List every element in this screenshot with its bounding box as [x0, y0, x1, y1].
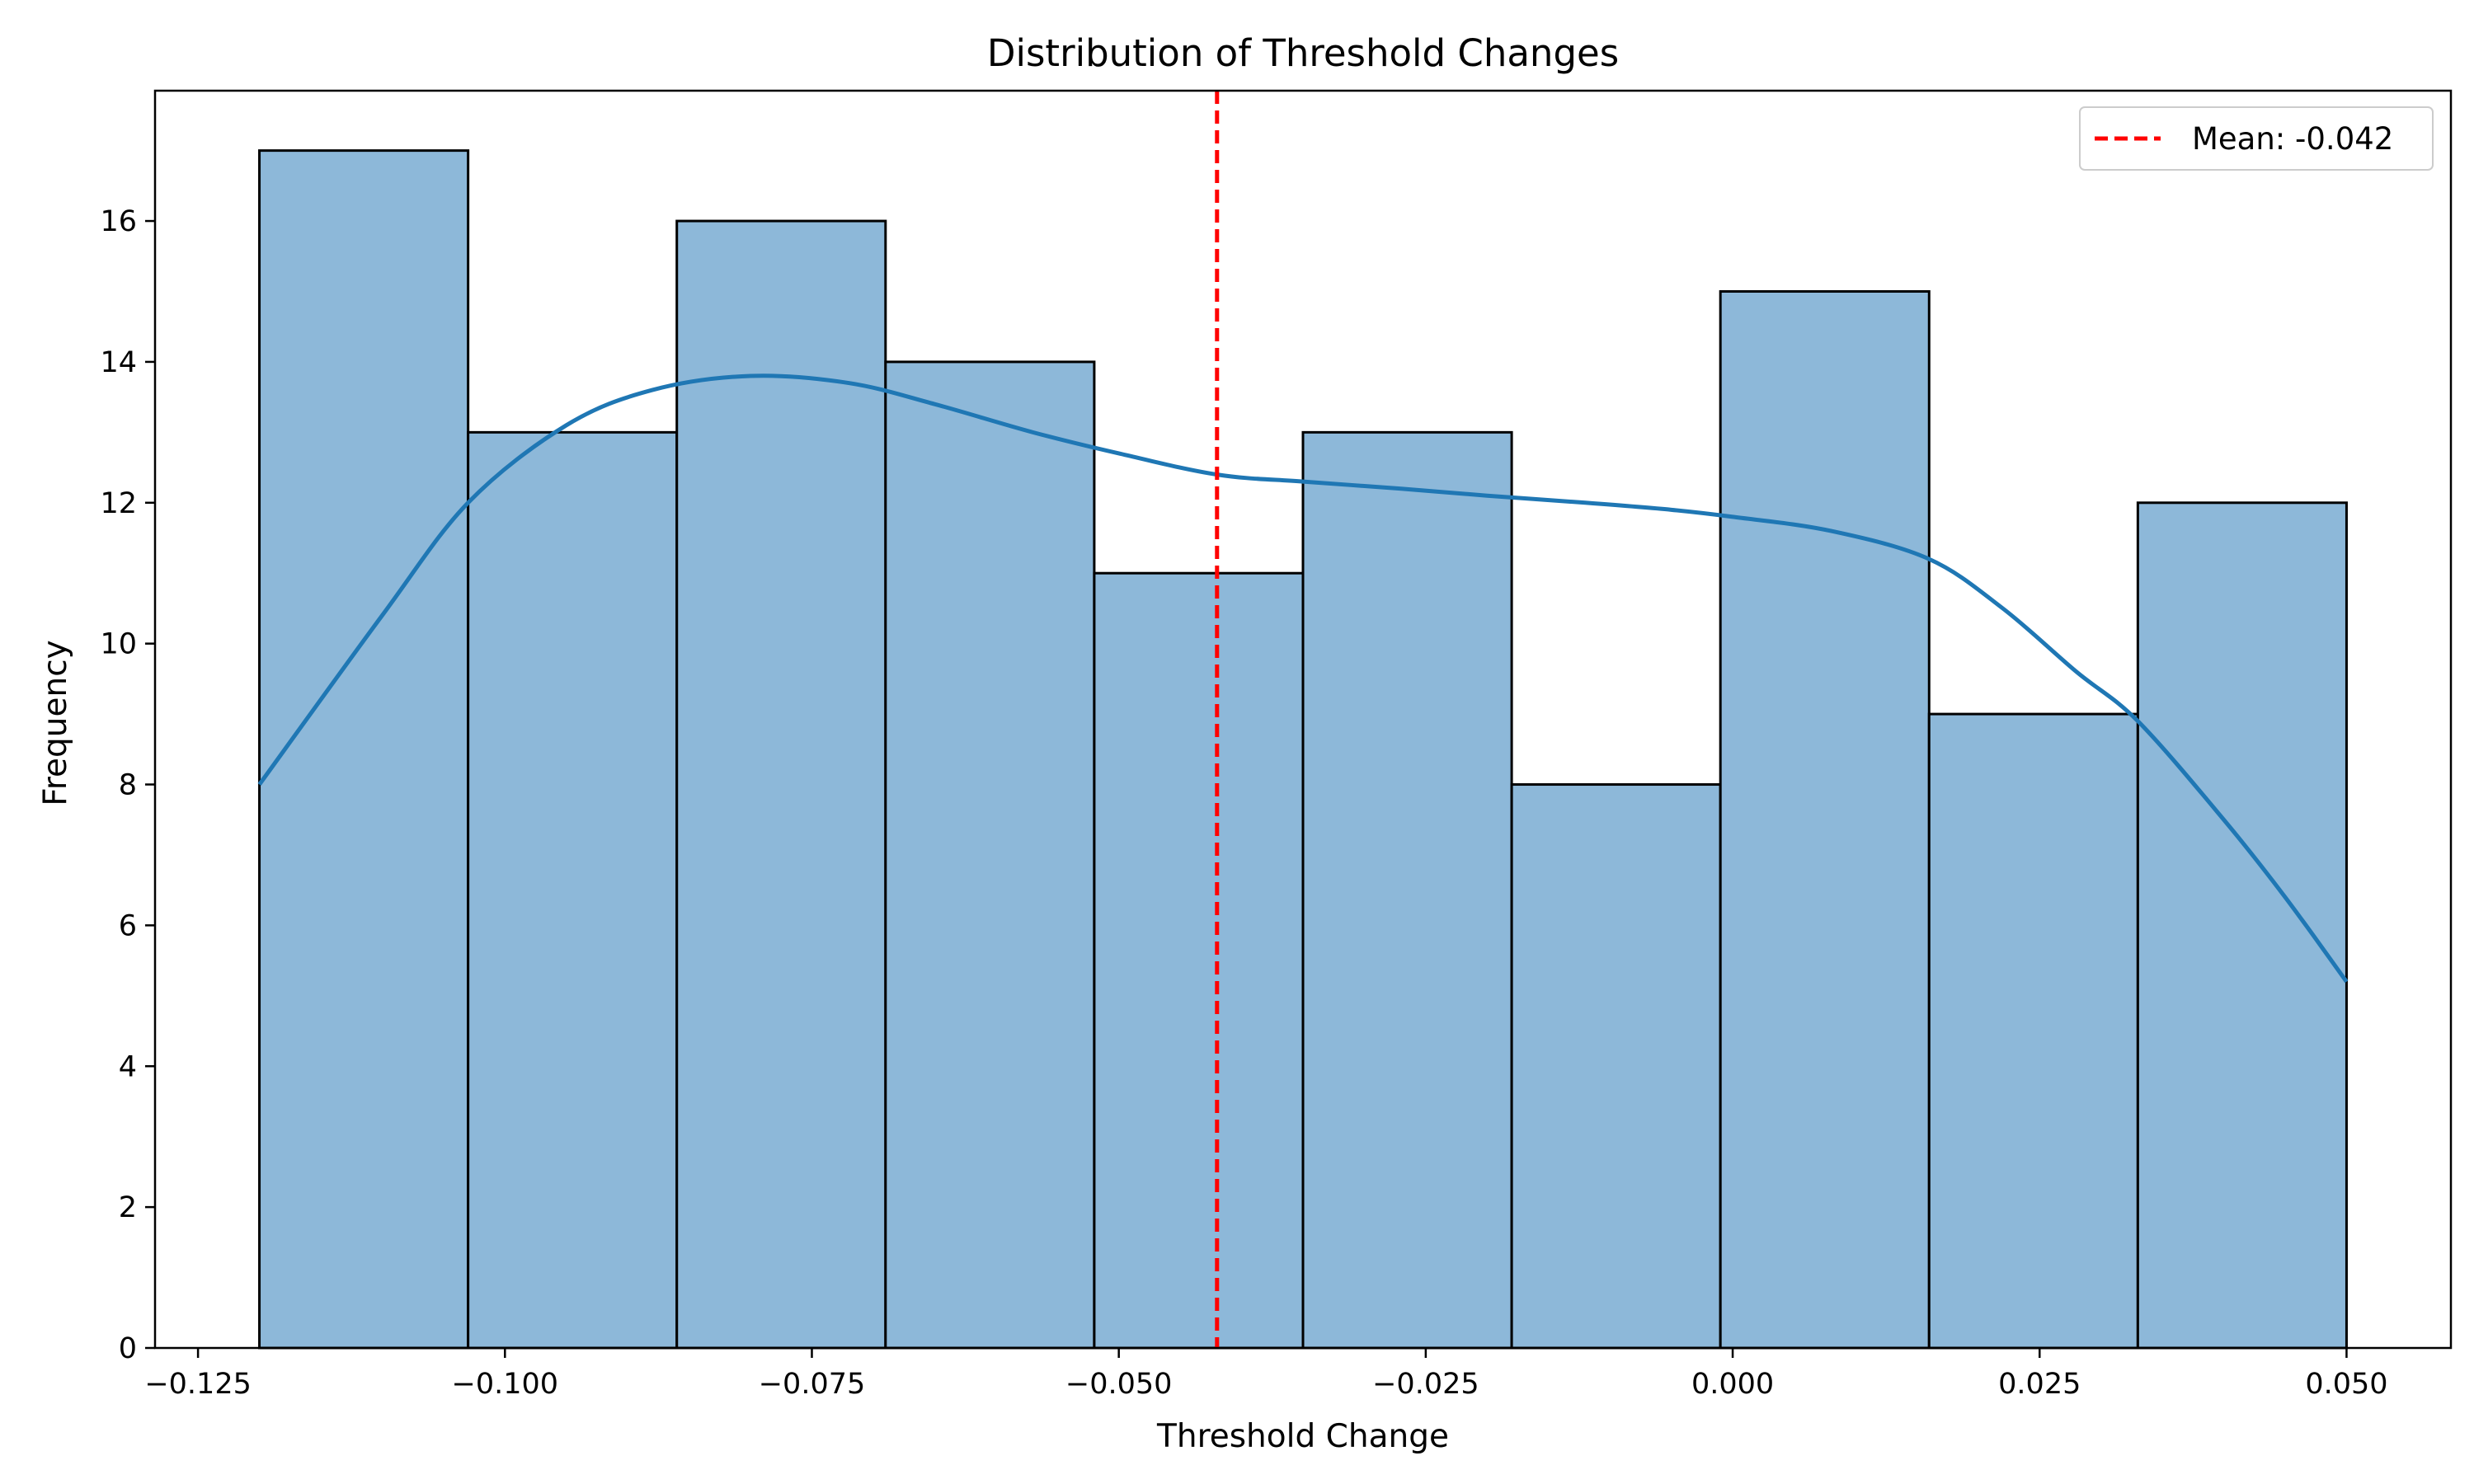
- chart-title: Distribution of Threshold Changes: [987, 31, 1619, 75]
- y-tick-label: 12: [100, 487, 137, 520]
- histogram-bar-5: [1093, 571, 1305, 1350]
- histogram-bar-1: [258, 149, 470, 1350]
- histogram-bars: [258, 149, 2348, 1350]
- histogram-bar-8: [1719, 289, 1931, 1350]
- kde-curve-layer: [257, 373, 2349, 984]
- histogram-bar-2: [467, 430, 679, 1350]
- histogram-bar-7: [1510, 783, 1722, 1350]
- plot-frame: [153, 89, 2453, 1350]
- x-axis-ticks: −0.125 −0.100 −0.075 −0.050 −0.025 0.000 0.025…: [144, 1348, 2388, 1401]
- y-tick-label: 6: [119, 909, 137, 942]
- x-tick-label: −0.100: [452, 1368, 559, 1401]
- y-axis-label: Frequency: [37, 640, 74, 805]
- x-axis-label: Threshold Change: [1156, 1418, 1449, 1455]
- legend-box: [2079, 106, 2434, 171]
- x-tick-label: −0.075: [759, 1368, 866, 1401]
- y-tick-label: 2: [119, 1191, 137, 1224]
- y-axis-ticks: 0 2 4 6 8 10 12 14 16: [100, 205, 155, 1365]
- histogram-bar-3: [675, 219, 887, 1350]
- x-tick-label: 0.000: [1691, 1368, 1774, 1401]
- x-tick-label: 0.050: [2305, 1368, 2387, 1401]
- kde-curve: [257, 373, 2349, 984]
- y-tick-label: 14: [100, 346, 137, 379]
- y-tick-label: 16: [100, 205, 137, 238]
- y-tick-label: 0: [119, 1332, 137, 1365]
- legend: Mean: -0.042: [2079, 106, 2434, 171]
- histogram-bar-10: [2136, 501, 2348, 1350]
- x-tick-label: −0.050: [1065, 1368, 1173, 1401]
- axes: [153, 89, 2453, 1350]
- y-tick-label: 4: [119, 1050, 137, 1083]
- y-tick-label: 8: [119, 769, 137, 802]
- x-tick-label: −0.125: [144, 1368, 252, 1401]
- legend-mean-label: Mean: -0.042: [2192, 121, 2393, 157]
- histogram-bar-4: [884, 360, 1096, 1350]
- histogram-bar-6: [1301, 430, 1513, 1350]
- histogram-bar-9: [1927, 712, 2139, 1350]
- x-tick-label: 0.025: [1998, 1368, 2081, 1401]
- y-tick-label: 10: [100, 628, 137, 661]
- x-tick-label: −0.025: [1372, 1368, 1479, 1401]
